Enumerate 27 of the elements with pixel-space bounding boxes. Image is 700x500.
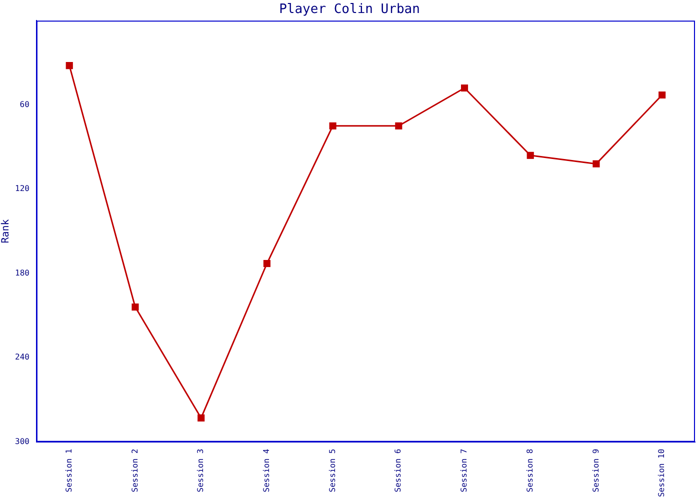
y-tick-label: 240 — [14, 352, 30, 362]
point — [198, 414, 205, 422]
y-tick-label: 60 — [20, 100, 30, 109]
point — [395, 122, 402, 130]
point — [658, 91, 666, 99]
y-tick-label: 120 — [14, 184, 30, 194]
point — [132, 304, 139, 311]
x-tick-label: Session 9 — [591, 448, 600, 492]
x-tick-label: Session 8 — [525, 448, 534, 492]
x-tick-label: Session 1 — [64, 448, 74, 492]
point — [66, 62, 73, 70]
y-axis-title: Rank — [0, 219, 12, 244]
chart-title: Player Colin Urban — [279, 2, 420, 18]
point — [592, 160, 600, 168]
point — [526, 152, 534, 159]
y-tick-label: 300 — [14, 436, 30, 446]
point — [460, 84, 468, 92]
x-tick-label: Session 3 — [196, 448, 206, 492]
x-tick-label: Session 6 — [394, 448, 403, 492]
point — [263, 260, 270, 268]
x-tick-label: Session 4 — [262, 448, 272, 492]
point — [329, 122, 336, 130]
y-tick-label: 180 — [14, 268, 30, 278]
x-tick-label: Session 2 — [130, 448, 140, 492]
x-tick-label: Session 5 — [328, 448, 337, 492]
x-tick-label: Session 10 — [657, 448, 666, 498]
x-tick-label: Session 7 — [460, 448, 469, 492]
